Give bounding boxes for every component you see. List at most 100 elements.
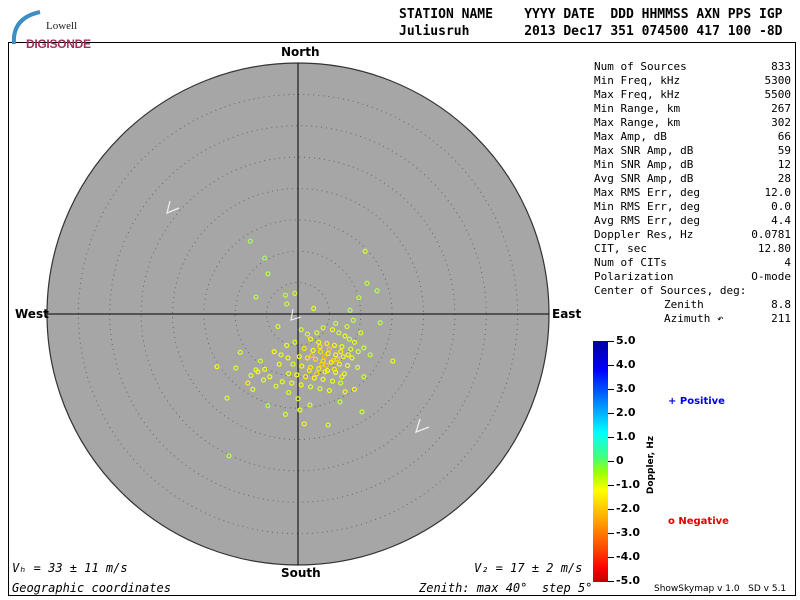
source-point <box>320 325 326 331</box>
stat-label: Zenith <box>664 298 704 311</box>
source-point <box>253 367 259 373</box>
colorbar-tick <box>608 413 614 414</box>
source-point <box>301 421 307 427</box>
source-point <box>350 317 356 323</box>
legend-positive-label: Positive <box>679 396 725 407</box>
colorbar-tick-label: 3.0 <box>616 382 636 395</box>
source-point <box>265 271 271 277</box>
source-point <box>309 352 315 359</box>
source-point <box>321 354 327 360</box>
stat-row: Max Range, km 302 <box>594 116 791 130</box>
stat-row: Doppler Res, Hz 0.0781 <box>594 228 791 242</box>
colorbar-tick-label: 2.0 <box>616 406 636 419</box>
horizontal-velocity: Vₕ = 33 ± 11 m/s <box>12 561 128 575</box>
source-point <box>317 349 324 355</box>
stat-label: Num of Sources <box>594 60 687 73</box>
colorbar-tick-label: -5.0 <box>616 574 641 587</box>
source-point <box>358 330 364 336</box>
source-point <box>325 422 331 428</box>
source-point <box>342 333 348 339</box>
source-point <box>304 331 311 337</box>
colorbar-tick <box>608 533 614 534</box>
stat-row-zenith: Zenith 8.8 <box>594 298 791 312</box>
stat-row: Avg SNR Amp, dB 28 <box>594 172 791 186</box>
source-point <box>325 350 331 357</box>
source-point <box>317 386 323 392</box>
source-point <box>233 365 239 371</box>
stat-label: Min Range, km <box>594 102 681 115</box>
source-point <box>298 382 304 388</box>
colorbar-tick <box>608 461 614 462</box>
source-point <box>329 327 336 333</box>
velocity-marker-icon <box>290 308 302 321</box>
source-point <box>285 371 292 377</box>
stat-label: Min Freq, kHz <box>594 74 681 87</box>
logo-text-lowell: Lowell <box>46 20 78 32</box>
source-point <box>367 352 373 358</box>
source-point <box>340 354 346 360</box>
stat-label: Max Range, km <box>594 116 681 129</box>
source-point <box>351 339 358 345</box>
logo-text-digisonde: DIGISONDE <box>26 37 91 51</box>
source-point <box>284 301 290 307</box>
stat-value: 267 <box>771 102 791 115</box>
source-point <box>337 399 343 405</box>
circle-icon: o <box>668 516 675 527</box>
source-point <box>302 374 309 380</box>
source-point <box>253 294 259 300</box>
stat-row: Max SNR Amp, dB 59 <box>594 144 791 158</box>
source-point <box>390 358 396 364</box>
colorbar-tick <box>608 557 614 558</box>
stat-label: Avg RMS Err, deg <box>594 214 700 227</box>
stat-label: Max SNR Amp, dB <box>594 144 694 157</box>
source-point <box>284 342 290 348</box>
source-point <box>361 374 367 380</box>
source-point <box>344 362 351 369</box>
lowell-digisonde-logo: Lowell DIGISONDE <box>10 8 100 51</box>
header-values: Juliusruh 2013 Dec17 351 074500 417 100 … <box>399 24 783 39</box>
source-point <box>356 295 362 301</box>
source-point <box>320 376 326 382</box>
stat-value: 211 <box>771 312 791 325</box>
label-east: East <box>552 307 582 321</box>
source-point <box>250 386 256 392</box>
source-point <box>348 346 354 352</box>
stat-value: 5300 <box>764 74 792 87</box>
source-point <box>285 389 292 396</box>
stat-value: 8.8 <box>771 298 791 311</box>
source-point <box>279 379 285 385</box>
source-point <box>316 339 322 345</box>
center-title: Center of Sources, deg: <box>594 284 791 298</box>
colorbar-tick <box>608 341 614 342</box>
stat-row: CIT, sec 12.80 <box>594 242 791 256</box>
stat-row: Min Freq, kHz 5300 <box>594 74 791 88</box>
source-point <box>374 288 380 294</box>
stat-value: 0.0 <box>771 200 791 213</box>
colorbar-tick-label: -4.0 <box>616 550 641 563</box>
colorbar-tick <box>608 365 614 366</box>
label-north: North <box>281 45 320 59</box>
source-point <box>336 361 343 367</box>
stat-label: Azimuth ↶ <box>664 312 724 325</box>
source-point <box>330 357 336 364</box>
source-point <box>248 372 254 379</box>
source-point <box>282 411 289 417</box>
source-point <box>299 363 305 369</box>
colorbar-tick <box>608 509 614 510</box>
colorbar-tick-label: 1.0 <box>616 430 636 443</box>
source-point <box>338 349 344 355</box>
colorbar-tick-label: -1.0 <box>616 478 641 491</box>
stat-value: O-mode <box>751 270 791 283</box>
source-point <box>359 409 365 415</box>
stat-value: 66 <box>777 130 791 143</box>
zenith-scale-note: Zenith: max 40° step 5° <box>419 581 593 595</box>
source-point <box>319 361 325 367</box>
stat-value: 12.0 <box>764 186 792 199</box>
stat-label: Num of CITs <box>594 256 667 269</box>
stat-row: Max Amp, dB 66 <box>594 130 791 144</box>
source-point <box>290 361 296 367</box>
stat-label: Doppler Res, Hz <box>594 228 694 241</box>
label-south: South <box>281 566 321 580</box>
source-point <box>306 367 312 374</box>
doppler-colorbar <box>593 341 608 582</box>
